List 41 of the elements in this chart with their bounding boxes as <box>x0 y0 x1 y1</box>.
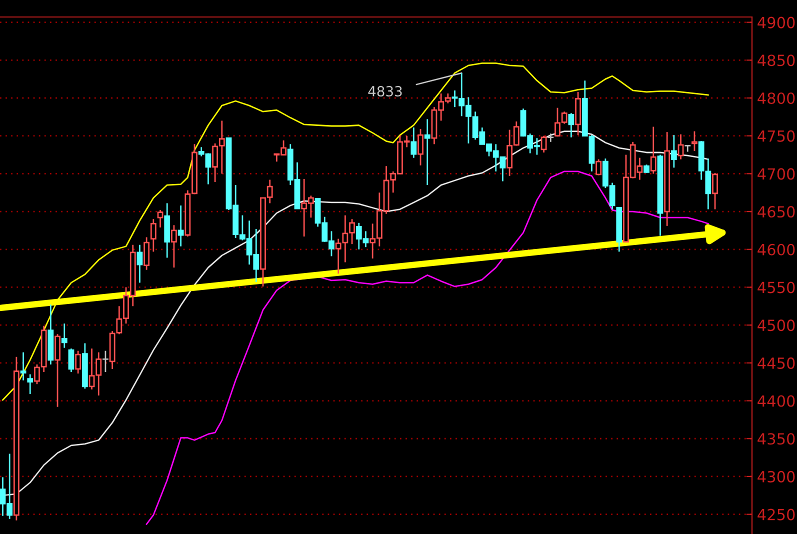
candlestick <box>670 134 677 168</box>
candlestick <box>171 224 177 268</box>
candlestick <box>150 218 156 252</box>
y-tick-label: 4750 <box>758 130 795 142</box>
candlestick <box>692 130 698 152</box>
candlestick <box>712 172 718 210</box>
candlestick <box>568 112 574 138</box>
y-tick-label: 4550 <box>758 282 795 294</box>
candlestick <box>548 132 554 143</box>
candlestick <box>410 126 417 158</box>
candlestick <box>20 352 26 382</box>
candlestick <box>75 350 82 374</box>
candlestick <box>178 204 184 248</box>
y-tick-label: 4350 <box>758 433 795 445</box>
candlestick <box>54 333 60 408</box>
y-tick-label: 4900 <box>758 16 795 28</box>
y-tick-label: 4650 <box>758 206 795 218</box>
candlestick <box>61 322 68 348</box>
y-tick-label: 4300 <box>758 470 795 482</box>
candlestick <box>540 135 547 154</box>
line-series <box>2 62 709 401</box>
candlestick <box>678 134 684 160</box>
candlestick <box>27 374 34 395</box>
candlestick <box>650 126 656 174</box>
y-tick-label: 4450 <box>758 357 795 369</box>
candlestick <box>424 118 430 186</box>
y-tick-label: 4500 <box>758 320 795 332</box>
candlestick <box>68 348 74 373</box>
y-tick-label: 4700 <box>758 168 795 180</box>
candlestick <box>157 209 164 228</box>
candlestick <box>596 158 602 176</box>
candlestick <box>144 236 150 271</box>
candlestick <box>136 244 143 284</box>
y-tick-label: 4250 <box>758 508 795 520</box>
candlestick <box>102 350 108 373</box>
y-tick-label: 4800 <box>758 92 795 104</box>
y-tick-label: 4400 <box>758 395 795 407</box>
y-tick-label: 4850 <box>758 54 795 66</box>
y-tick-label: 4600 <box>758 244 795 256</box>
candlestick <box>418 128 424 166</box>
annotation: 4833 <box>368 86 402 96</box>
